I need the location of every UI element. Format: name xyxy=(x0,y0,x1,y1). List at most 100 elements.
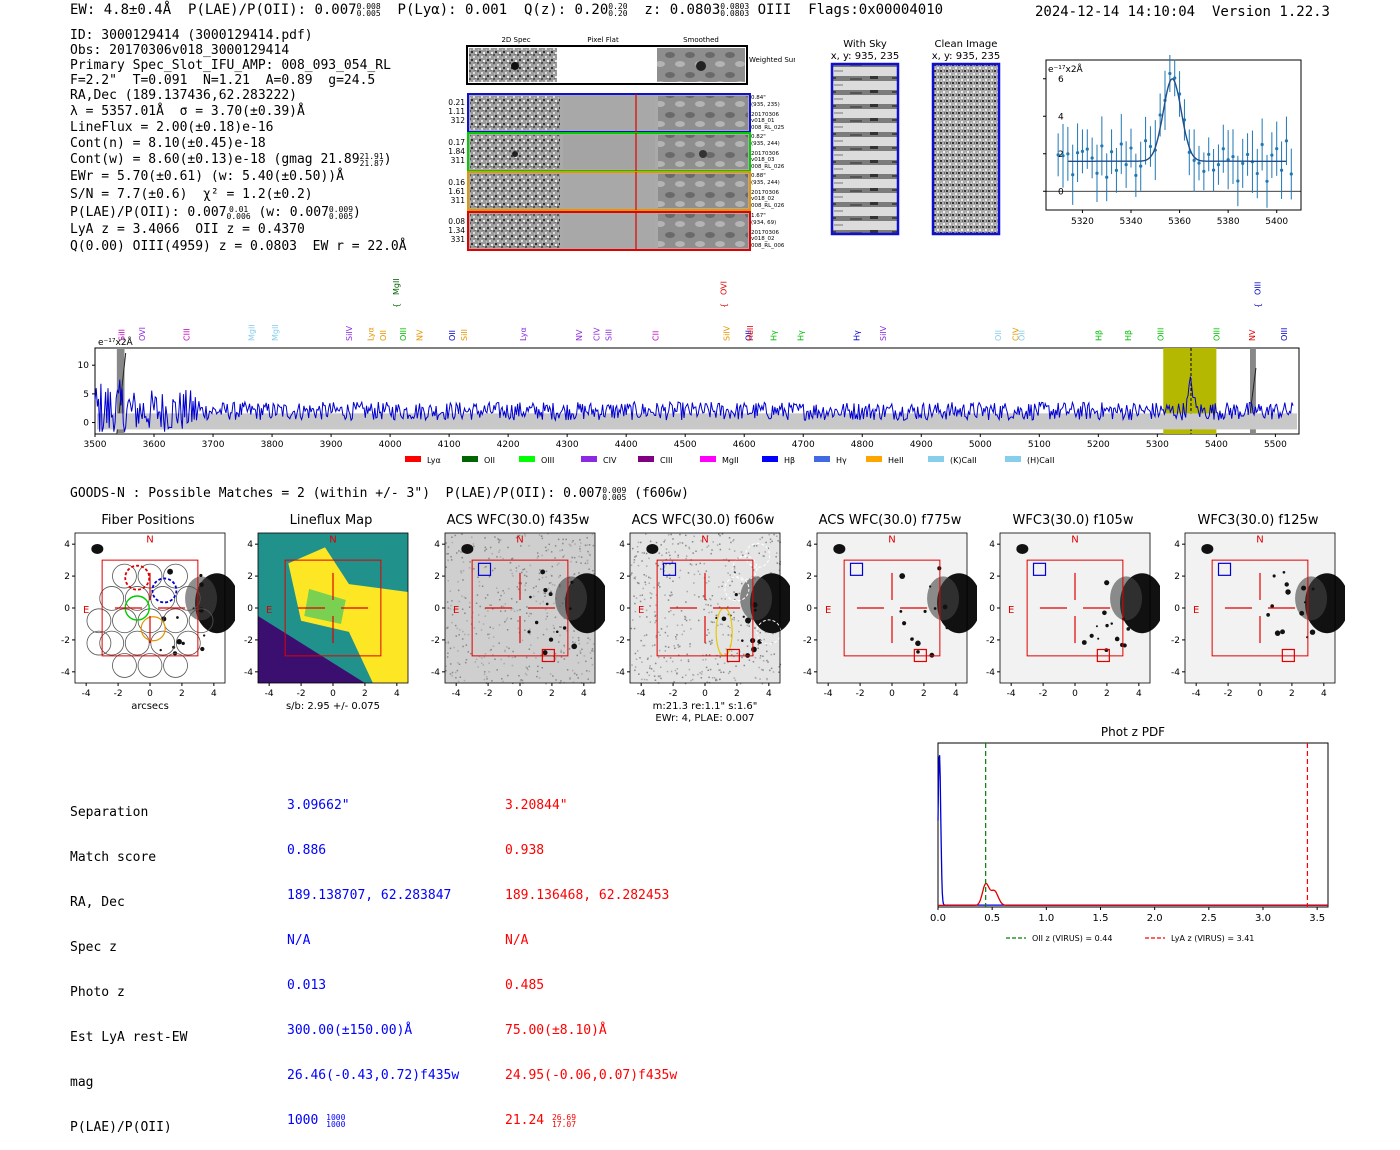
line-label-text: SiII xyxy=(118,329,127,341)
clump xyxy=(1272,574,1276,578)
noise-pixel xyxy=(676,668,679,670)
noise-pixel xyxy=(681,542,684,544)
noise-pixel xyxy=(729,670,731,673)
noise-pixel xyxy=(500,539,502,541)
noise-pixel xyxy=(587,637,589,639)
noise-pixel xyxy=(778,666,781,668)
noise-pixel xyxy=(646,679,648,681)
noise-pixel xyxy=(710,552,712,555)
noise-pixel xyxy=(515,601,518,603)
version: Version 1.22.3 xyxy=(1211,4,1330,20)
noise-pixel xyxy=(740,551,743,553)
noise-pixel xyxy=(729,574,731,576)
row3-r3: v018_02 xyxy=(751,196,775,202)
m2-plae-row: 21.24 26.69 17.07 xyxy=(505,1113,677,1128)
row2-l1: 1.84 xyxy=(448,147,465,156)
noise-pixel xyxy=(701,671,703,673)
noise-pixel xyxy=(454,624,457,627)
noise-pixel xyxy=(736,652,739,655)
noise-pixel xyxy=(663,540,665,543)
noise-pixel xyxy=(576,654,578,657)
noise-pixel xyxy=(707,544,710,547)
info-plae: P(LAE)/P(OII): 0.007 xyxy=(70,205,227,220)
noise-pixel xyxy=(571,669,574,672)
north-label: N xyxy=(516,535,523,546)
panel-xtick-label: 4 xyxy=(211,689,217,699)
noise-pixel xyxy=(496,556,498,558)
zoom-point xyxy=(1168,71,1172,76)
photz-xtick-label: 0.0 xyxy=(930,913,946,924)
noise-pixel xyxy=(472,611,474,614)
spec-xtick-label: 5100 xyxy=(1028,440,1051,450)
noise-pixel xyxy=(643,573,646,576)
aperture-circle xyxy=(724,576,750,602)
noise-pixel xyxy=(754,676,757,679)
match-2-box xyxy=(726,648,740,663)
row2-r3: v018_03 xyxy=(751,157,775,163)
noise-pixel xyxy=(645,565,648,567)
panel-ytick-label: -4 xyxy=(244,668,253,678)
noise-pixel xyxy=(500,658,502,661)
noise-pixel xyxy=(653,675,656,677)
noise-pixel xyxy=(710,642,713,644)
noise-pixel xyxy=(562,538,564,541)
zoom-point xyxy=(1100,144,1104,148)
noise-pixel xyxy=(647,657,649,659)
noise-pixel xyxy=(638,673,640,675)
legend-label: CIII xyxy=(660,456,673,465)
noise-pixel xyxy=(535,657,537,659)
noise-pixel xyxy=(465,658,468,661)
noise-pixel xyxy=(766,650,768,653)
noise-pixel xyxy=(639,615,641,618)
noise-pixel xyxy=(464,633,466,636)
noise-pixel xyxy=(568,648,571,650)
noise-pixel xyxy=(483,678,486,681)
noise-pixel xyxy=(671,560,674,562)
noise-pixel xyxy=(592,643,595,645)
clump xyxy=(751,646,757,653)
line-label: OVI { xyxy=(720,281,729,308)
legend-swatch xyxy=(581,456,597,462)
noise-pixel xyxy=(551,575,553,577)
noise-pixel xyxy=(490,604,492,606)
noise-pixel xyxy=(481,585,484,587)
zoom-point xyxy=(1260,142,1264,147)
noise-pixel xyxy=(669,563,671,565)
legend-swatch xyxy=(762,456,778,462)
clump xyxy=(742,615,745,618)
clump xyxy=(937,566,942,571)
noise-pixel xyxy=(689,643,691,645)
panel-ytick-label: -4 xyxy=(986,668,995,678)
clump xyxy=(942,604,948,610)
noise-pixel xyxy=(734,679,737,681)
noise-pixel xyxy=(457,589,460,592)
galaxy-halo xyxy=(555,576,588,621)
noise-pixel xyxy=(554,659,557,661)
noise-pixel xyxy=(650,597,652,599)
row1-r3: v018_01 xyxy=(751,118,775,124)
row2-r1: (935, 244) xyxy=(751,141,780,147)
noise-pixel xyxy=(561,549,564,551)
noise-pixel xyxy=(759,631,762,634)
noise-pixel xyxy=(708,654,711,656)
noise-pixel xyxy=(641,560,643,562)
noise-pixel xyxy=(686,590,689,593)
noise-pixel xyxy=(553,627,556,629)
noise-pixel xyxy=(539,602,541,605)
noise-pixel xyxy=(766,677,768,680)
noise-pixel xyxy=(677,556,679,558)
noise-pixel xyxy=(545,682,547,685)
info-sn: S/N = 7.7(±0.6) χ² = 1.2(±0.2) xyxy=(70,187,313,202)
row3-r1: (935, 244) xyxy=(751,180,780,186)
noise-pixel xyxy=(658,656,660,659)
noise-pixel xyxy=(661,554,663,557)
clump xyxy=(1299,610,1305,616)
noise-pixel xyxy=(447,626,449,629)
noise-pixel xyxy=(495,587,498,589)
noise-pixel xyxy=(545,618,547,620)
noise-pixel xyxy=(461,595,463,597)
spectrum-unit: e⁻¹⁷x2Å xyxy=(98,336,134,348)
noise-pixel xyxy=(667,646,670,649)
noise-pixel xyxy=(657,584,660,586)
zoom-point xyxy=(1231,154,1235,159)
